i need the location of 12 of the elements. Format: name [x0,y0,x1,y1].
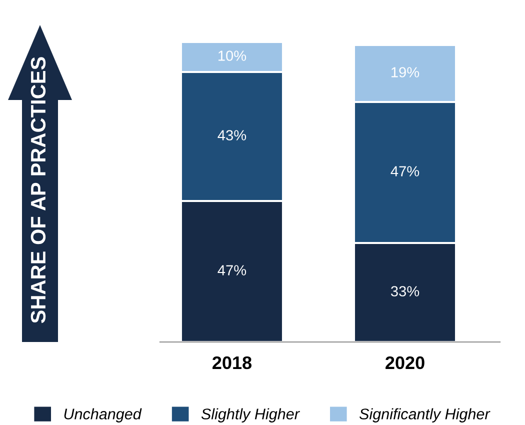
legend-label: Slightly Higher [201,408,300,422]
text: SHARE OF AP PRACTICES [30,57,46,324]
legend-label: Unchanged [64,408,142,422]
data-label: 33% [390,286,420,296]
x-tick-label: 2018 [212,356,252,370]
data-label: 47% [390,166,420,176]
legend-label: Significantly Higher [359,408,490,422]
data-label: 43% [218,130,246,140]
data-label: 19% [392,67,420,78]
data-label: 10% [218,50,246,61]
data-label: 47% [218,265,246,276]
x-tick-label: 2020 [386,356,424,370]
